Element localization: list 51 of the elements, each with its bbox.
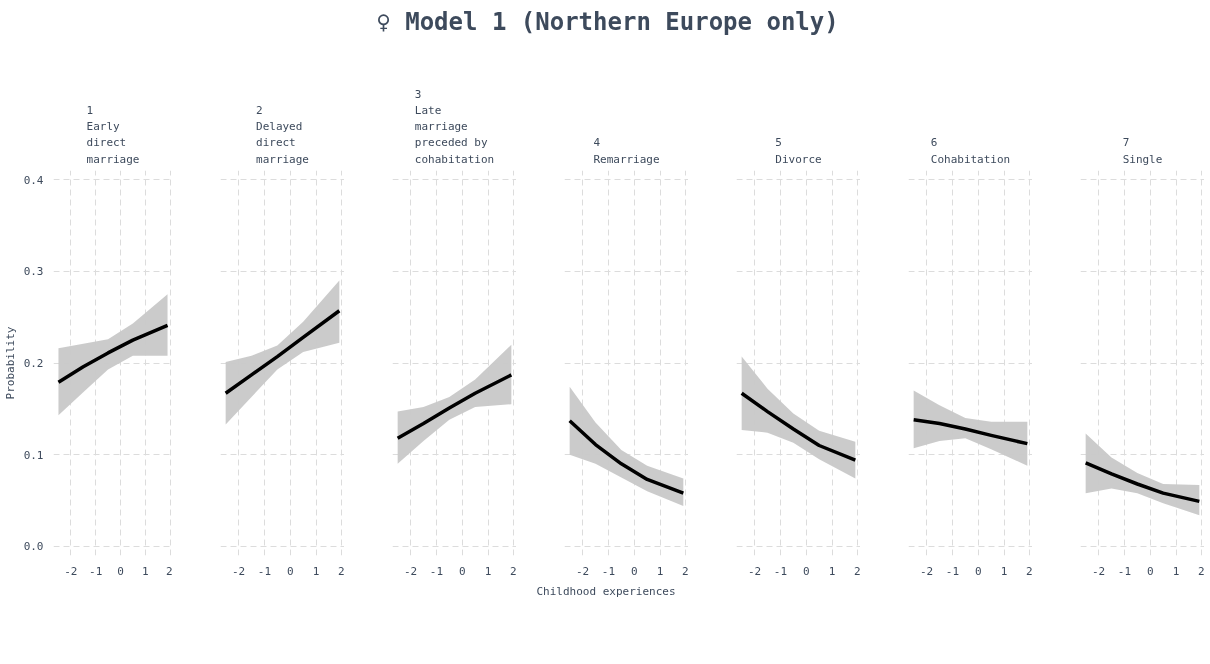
chart-subtitle: 1 Early direct marriage	[86, 103, 140, 166]
y-tick-label: 0.3	[23, 265, 44, 279]
chart-subtitle: 7 Single	[1122, 136, 1163, 166]
x-tick-label: 1	[1000, 564, 1008, 578]
x-tick-label: 2	[1197, 564, 1205, 578]
x-tick-label: -2	[575, 564, 590, 578]
x-tick-label: 1	[1172, 564, 1180, 578]
x-tick-label: 1	[656, 564, 664, 578]
x-tick-label: -2	[1091, 564, 1106, 578]
chart-subtitle: 5 Divorce	[775, 136, 822, 166]
chart-subtitle: 6 Cohabitation	[930, 136, 1011, 166]
x-tick-label: -1	[89, 564, 103, 578]
x-tick-label: 0	[286, 564, 294, 578]
y-tick-label: 0.2	[23, 357, 44, 370]
x-tick-label: 2	[509, 564, 517, 578]
x-tick-label: 2	[1025, 564, 1033, 578]
x-tick-label: 0	[117, 564, 124, 578]
x-tick-label: 0	[458, 564, 466, 578]
x-axis-title: Childhood experiences	[536, 584, 676, 598]
x-tick-label: 2	[681, 564, 689, 578]
x-tick-label: -1	[945, 564, 960, 578]
x-tick-label: 0	[802, 564, 810, 578]
x-tick-label: -1	[601, 564, 616, 578]
x-tick-label: 2	[853, 564, 861, 578]
x-tick-label: -1	[429, 564, 444, 578]
x-tick-label: 1	[484, 564, 492, 578]
x-tick-label: 2	[165, 564, 173, 578]
x-tick-label: 0	[630, 564, 638, 578]
x-tick-label: -1	[1117, 564, 1132, 578]
x-tick-label: 0	[974, 564, 982, 578]
x-tick-label: -2	[231, 564, 246, 578]
chart-subtitle: 2 Delayed direct marriage	[256, 103, 309, 166]
x-tick-label: -1	[773, 564, 788, 578]
x-tick-label: -2	[747, 564, 762, 578]
x-tick-label: -2	[919, 564, 934, 578]
y-tick-label: 0.4	[23, 173, 44, 187]
chart-title: ♀ Model 1 (Northern Europe only)	[376, 7, 839, 38]
x-tick-label: 2	[337, 564, 345, 578]
chart-subtitle: 4 Remarriage	[593, 136, 660, 166]
x-tick-label: 1	[828, 564, 836, 578]
y-axis-title: Probability	[3, 326, 17, 400]
line-series	[56, 323, 170, 384]
x-tick-label: -2	[64, 564, 78, 578]
x-tick-label: -2	[403, 564, 418, 578]
y-tick-label: 0.0	[23, 540, 44, 554]
chart-subtitle: 3 Late marriage preceded by cohabitation	[414, 87, 495, 166]
x-tick-label: -1	[257, 564, 272, 578]
y-tick-label: 0.1	[23, 448, 44, 462]
x-tick-label: 1	[312, 564, 320, 578]
x-tick-label: 0	[1146, 564, 1154, 578]
x-tick-label: 1	[141, 564, 149, 578]
